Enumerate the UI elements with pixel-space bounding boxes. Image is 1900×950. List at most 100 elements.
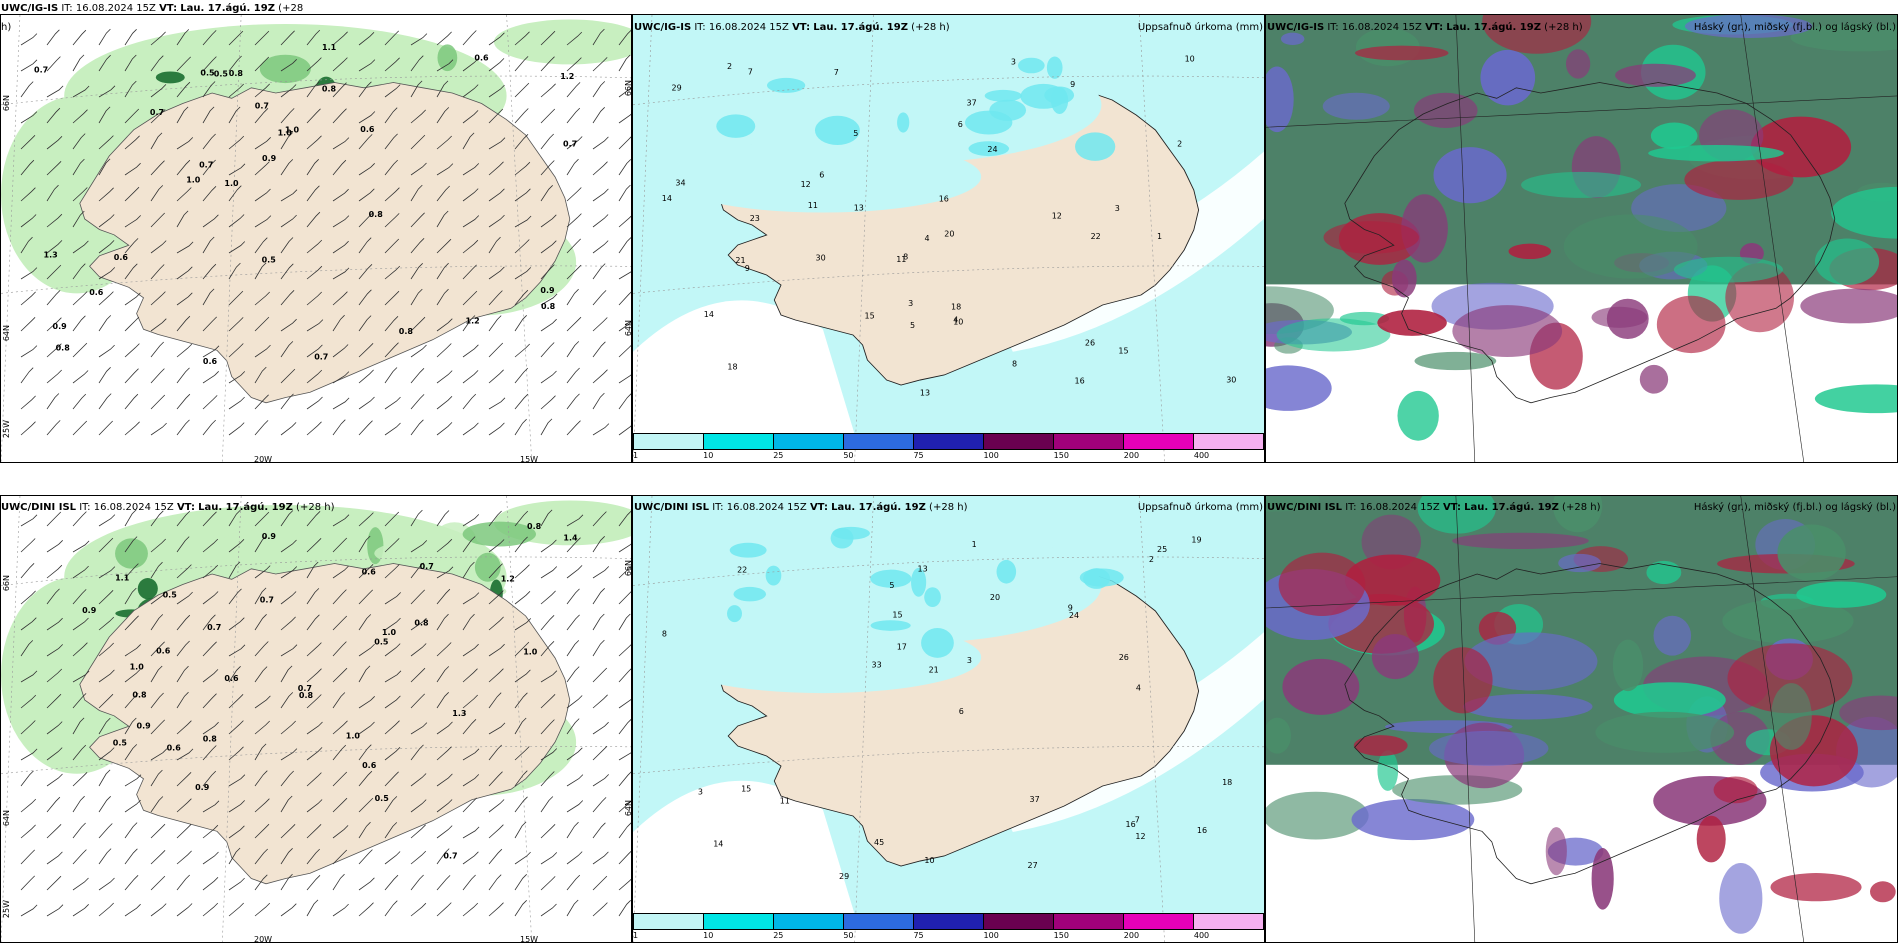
wind-barb — [306, 538, 322, 553]
wind-barb — [46, 875, 62, 891]
wind-barb — [436, 80, 449, 98]
wind-barb — [150, 538, 166, 553]
wind-barb — [254, 215, 272, 228]
wind-barb — [462, 694, 478, 709]
precip-value: 25 — [1157, 545, 1167, 554]
precip-value: 0.8 — [399, 327, 414, 336]
wind-barb — [540, 342, 555, 358]
wind-barb — [202, 263, 217, 280]
precip-value: 3 — [967, 656, 972, 665]
wind-barb — [488, 397, 506, 410]
lat-label: 64N — [2, 325, 11, 342]
precip-light — [696, 46, 1102, 164]
wind-barb — [98, 54, 111, 72]
cloud-patch — [1790, 23, 1897, 52]
wind-barb — [410, 33, 428, 46]
wind-barb — [20, 395, 36, 410]
wind-barb — [46, 161, 62, 176]
wind-barb — [306, 642, 322, 657]
wind-barb — [228, 55, 242, 72]
wind-barb — [540, 214, 557, 228]
wind-barb — [202, 133, 216, 150]
precip-value: 0.5 — [163, 591, 178, 600]
wind-barb — [46, 617, 63, 631]
wind-barb — [176, 393, 191, 410]
wind-barb — [46, 796, 61, 813]
wind-barb — [436, 31, 452, 46]
wind-barb — [150, 875, 166, 891]
wind-barb — [72, 877, 89, 891]
wind-barb — [384, 511, 400, 527]
top-right-map — [1266, 15, 1897, 462]
wind-barb — [488, 315, 502, 332]
wind-barb — [592, 774, 609, 787]
wind-barb — [592, 317, 608, 332]
wind-barb — [436, 163, 454, 176]
wind-barb — [592, 822, 606, 839]
wind-barb — [20, 159, 35, 176]
latitude-line — [1, 746, 631, 775]
wind-barb — [410, 874, 424, 891]
wind-barb — [202, 56, 217, 72]
precip-value: 3 — [1115, 204, 1120, 213]
wind-barb — [566, 31, 583, 46]
wind-barb — [254, 161, 270, 176]
wind-barb — [150, 394, 166, 410]
wind-barb — [280, 873, 293, 891]
wind-barb — [618, 374, 631, 384]
wind-barb — [98, 693, 114, 709]
colorbar-tick: 150 — [1053, 931, 1069, 940]
wind-barb — [176, 187, 192, 202]
precip-value: 1 — [1157, 232, 1162, 241]
wind-barb — [592, 902, 608, 917]
wind-barb — [20, 267, 38, 280]
wind-barb — [72, 133, 86, 150]
precip-value: 12 — [1052, 212, 1062, 221]
precip-cell — [766, 77, 806, 93]
wind-barb — [436, 566, 454, 579]
wind-barb — [436, 746, 452, 761]
colorbar-segment — [914, 434, 984, 449]
wind-barb — [592, 851, 609, 865]
cloud-patch — [1266, 496, 1320, 512]
wind-barb — [228, 509, 241, 527]
precip-cell — [924, 587, 941, 608]
wind-barb — [254, 720, 270, 735]
wind-barb — [280, 795, 293, 813]
wind-barb — [358, 111, 376, 124]
wind-barb — [306, 511, 321, 527]
wind-barb — [540, 824, 556, 839]
precip-value: 0.8 — [414, 619, 429, 628]
wind-barb — [254, 614, 267, 631]
precip-cell — [996, 559, 1017, 584]
wind-barb — [384, 187, 400, 202]
wind-barb — [540, 670, 558, 683]
wind-barb — [176, 850, 192, 865]
precip-value: 0.7 — [207, 623, 221, 632]
wind-barb — [20, 904, 38, 917]
wind-barb — [514, 746, 530, 761]
wind-barb — [436, 107, 450, 124]
wind-barb — [124, 744, 138, 761]
precip-value: 0.7 — [34, 65, 48, 74]
wind-barb — [176, 720, 192, 735]
wind-barb — [540, 903, 557, 917]
precip-cell — [437, 44, 458, 72]
wind-barb — [254, 874, 268, 891]
bottom-right-header-right: Háský (gr.), miðský (fj.bl.) og lágský (… — [1693, 502, 1896, 513]
precip-value: 0.8 — [527, 522, 542, 531]
wind-barb — [488, 214, 505, 228]
wind-barb — [228, 185, 242, 202]
wind-barb — [280, 665, 293, 683]
precip-value: 18 — [1222, 778, 1232, 787]
precip-value: 3 — [908, 299, 913, 308]
wind-barb — [124, 717, 137, 735]
wind-barb — [176, 29, 190, 46]
wind-barb — [72, 210, 85, 228]
cloud-layers — [1266, 15, 1897, 441]
wind-barb — [592, 290, 607, 306]
cloud-patch — [1323, 221, 1419, 254]
cloud-patch — [1777, 524, 1846, 581]
wind-barb — [358, 237, 372, 254]
wind-barb — [150, 212, 165, 228]
